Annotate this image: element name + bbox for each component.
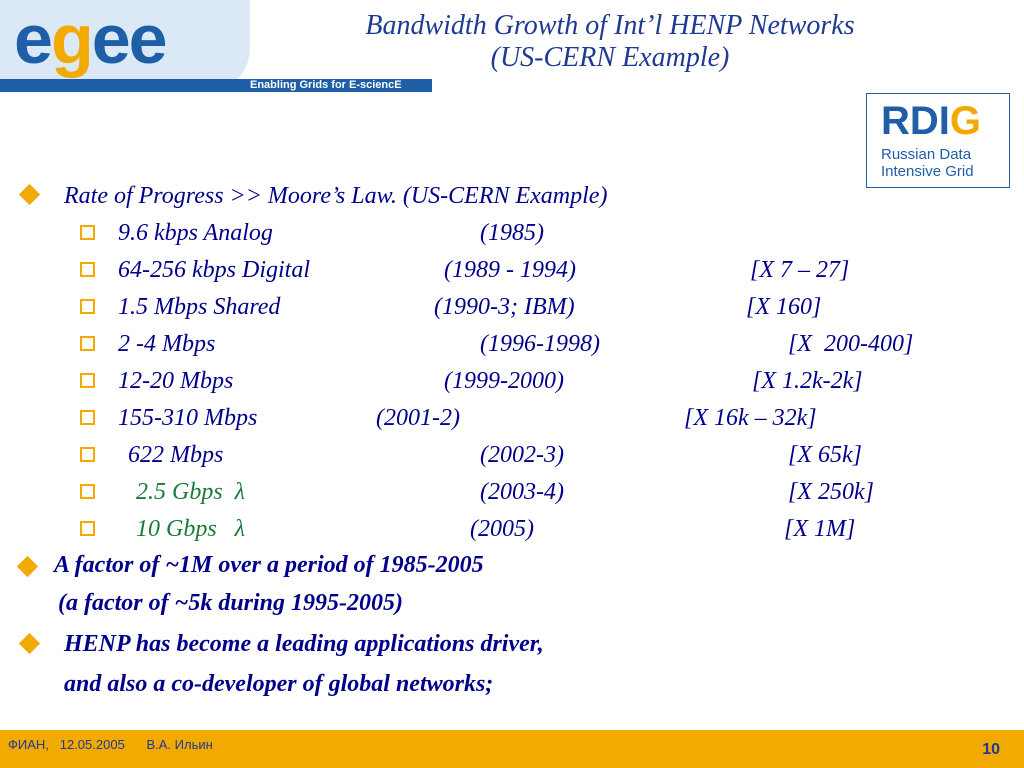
row-factor: [X 250k] <box>788 479 874 505</box>
row-years: (2002-3) <box>480 442 564 468</box>
row-speed: 9.6 kbps Analog <box>118 220 273 246</box>
slide-content: Rate of Progress >> Moore’s Law. (US-CER… <box>16 183 914 697</box>
page-number: 10 <box>982 741 1000 758</box>
row-speed: 622 Mbps <box>128 442 224 468</box>
header: egee Enabling Grids for E-sciencE Bandwi… <box>0 0 1024 96</box>
row-speed: 10 Gbps λ <box>136 516 246 542</box>
logo-tagline: Enabling Grids for E-sciencE <box>250 79 402 91</box>
square-bullet-icon <box>80 410 95 425</box>
logo-text-1: e <box>14 0 53 78</box>
bullet-3-line-2: and also a co-developer of global networ… <box>64 671 494 697</box>
rdig-line-1: Russian Data <box>881 146 972 163</box>
rdig-big-text: RDI <box>881 99 950 143</box>
row-speed: 2.5 Gbps λ <box>136 479 246 505</box>
bullet-3-line-1: HENP has become a leading applications d… <box>64 631 544 657</box>
row-speed: 155-310 Mbps <box>118 405 258 431</box>
row-speed: 64-256 kbps Digital <box>118 257 310 283</box>
square-bullet-icon <box>80 299 95 314</box>
title-line-1: Bandwidth Growth of Int’l HENP Networks <box>365 10 855 41</box>
square-bullet-icon <box>80 336 95 351</box>
diamond-bullet-icon <box>18 632 41 655</box>
rdig-logo: RDIG Russian Data Intensive Grid <box>866 93 1010 188</box>
row-factor: [X 65k] <box>788 442 862 468</box>
diamond-bullet-icon <box>16 555 39 578</box>
footer-info: ФИАН, 12.05.2005 В.А. Ильин <box>8 737 213 752</box>
row-years: (1989 - 1994) <box>444 257 576 283</box>
bullet-1-text: Rate of Progress >> Moore’s Law. (US-CER… <box>64 183 608 209</box>
square-bullet-icon <box>80 447 95 462</box>
row-speed: 12-20 Mbps <box>118 368 234 394</box>
logo-strip <box>0 79 432 92</box>
square-bullet-icon <box>80 521 95 536</box>
row-factor: [X 16k – 32k] <box>684 405 817 431</box>
row-years: (2001-2) <box>376 405 460 431</box>
row-factor: [X 1.2k-2k] <box>752 368 863 394</box>
bullet-2-line-1: A factor of ~1M over a period of 1985-20… <box>54 552 484 578</box>
diamond-bullet-icon <box>18 183 41 206</box>
rdig-big-accent: G <box>949 99 982 143</box>
row-years: (1985) <box>480 220 544 246</box>
logo-text-accent: g <box>50 0 94 78</box>
square-bullet-icon <box>80 373 95 388</box>
square-bullet-icon <box>80 262 95 277</box>
rdig-line-2: Intensive Grid <box>881 163 974 180</box>
bullet-2-line-2: (a factor of ~5k during 1995-2005) <box>58 590 403 616</box>
row-years: (2005) <box>470 516 534 542</box>
row-years: (1999-2000) <box>444 368 564 394</box>
row-factor: [X 200-400] <box>788 331 914 357</box>
row-years: (1990-3; IBM) <box>434 294 575 320</box>
square-bullet-icon <box>80 225 95 240</box>
row-factor: [X 160] <box>746 294 822 320</box>
row-factor: [X 7 – 27] <box>750 257 850 283</box>
title-line-2: (US-CERN Example) <box>490 42 730 73</box>
logo-text-2: ee <box>91 0 168 78</box>
row-years: (1996-1998) <box>480 331 600 357</box>
row-factor: [X 1M] <box>784 516 856 542</box>
square-bullet-icon <box>80 484 95 499</box>
footer-bar <box>0 730 1024 768</box>
slide-title: Bandwidth Growth of Int’l HENP Networks … <box>250 10 970 74</box>
row-speed: 1.5 Mbps Shared <box>118 294 281 320</box>
row-years: (2003-4) <box>480 479 564 505</box>
row-speed: 2 -4 Mbps <box>118 331 216 357</box>
egee-logo: egee <box>0 0 250 92</box>
